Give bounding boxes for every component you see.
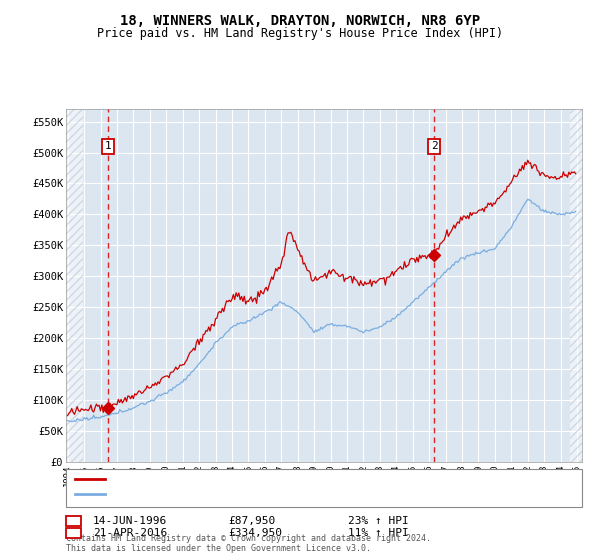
Text: 18, WINNERS WALK, DRAYTON, NORWICH, NR8 6YP: 18, WINNERS WALK, DRAYTON, NORWICH, NR8 …	[120, 14, 480, 28]
Text: HPI: Average price, detached house, Broadland: HPI: Average price, detached house, Broa…	[111, 489, 376, 500]
Text: 2: 2	[431, 141, 437, 151]
Text: 2: 2	[70, 528, 77, 538]
Text: 11% ↑ HPI: 11% ↑ HPI	[348, 528, 409, 538]
Text: Contains HM Land Registry data © Crown copyright and database right 2024.
This d: Contains HM Land Registry data © Crown c…	[66, 534, 431, 553]
Text: £87,950: £87,950	[228, 516, 275, 526]
Text: 23% ↑ HPI: 23% ↑ HPI	[348, 516, 409, 526]
Text: 14-JUN-1996: 14-JUN-1996	[93, 516, 167, 526]
Text: 18, WINNERS WALK, DRAYTON, NORWICH, NR8 6YP (detached house): 18, WINNERS WALK, DRAYTON, NORWICH, NR8 …	[111, 474, 464, 484]
Text: 21-APR-2016: 21-APR-2016	[93, 528, 167, 538]
Bar	[66, 109, 83, 462]
Text: 1: 1	[104, 141, 111, 151]
Text: Price paid vs. HM Land Registry's House Price Index (HPI): Price paid vs. HM Land Registry's House …	[97, 27, 503, 40]
Text: £334,950: £334,950	[228, 528, 282, 538]
Bar	[66, 109, 83, 462]
Text: 1: 1	[70, 516, 77, 526]
Bar	[570, 109, 582, 462]
